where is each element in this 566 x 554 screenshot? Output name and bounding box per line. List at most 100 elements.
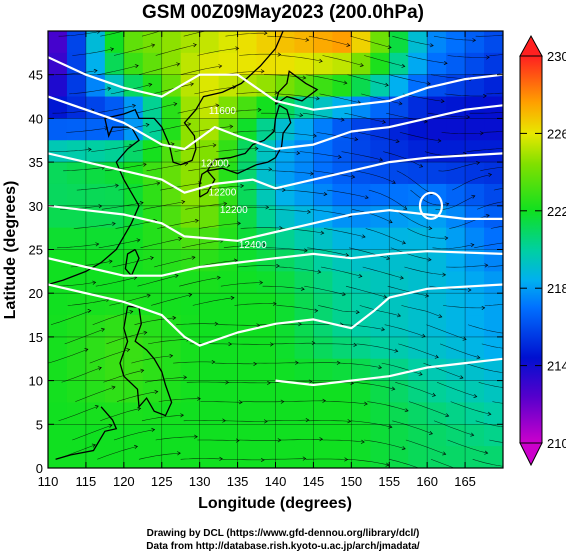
streamline	[256, 362, 299, 364]
streamline	[405, 55, 448, 64]
shading-cell	[313, 183, 333, 207]
shading-cell	[104, 358, 125, 382]
shading-cell	[199, 52, 220, 76]
streamline	[387, 285, 429, 297]
streamline	[265, 247, 308, 252]
streamline-arrow	[133, 444, 138, 449]
shading-cell	[218, 315, 239, 338]
streamline-arrow	[110, 47, 115, 52]
streamline-arrow	[382, 119, 386, 124]
shading-cell	[446, 96, 466, 119]
streamline-arrow	[511, 465, 514, 469]
streamline-arrow	[177, 451, 181, 456]
streamline-arrow	[169, 353, 174, 358]
shading-cell	[142, 358, 163, 382]
streamline-arrow	[473, 393, 478, 398]
shading-cell	[180, 227, 201, 251]
streamline-arrow	[263, 31, 268, 36]
streamline	[358, 132, 400, 142]
shading-cell	[408, 118, 428, 141]
streamline	[176, 323, 218, 325]
shading-cell	[237, 183, 258, 207]
shading-cell	[313, 118, 333, 141]
shading-cell	[446, 52, 466, 76]
shading-cell	[142, 96, 163, 119]
streamline-arrow	[189, 82, 194, 87]
shading-cell	[370, 96, 390, 119]
streamline	[220, 282, 263, 287]
height-contour	[48, 250, 503, 277]
streamline	[349, 247, 390, 260]
shading-cell	[351, 227, 371, 251]
shading-cell	[465, 315, 485, 338]
streamline-arrow	[298, 322, 302, 327]
shading-cell	[313, 140, 333, 163]
streamline-arrow	[226, 163, 231, 168]
streamline-arrow	[470, 432, 475, 437]
x-tick-label: 130	[189, 474, 211, 489]
shading-cell	[66, 118, 87, 141]
y-tick-label: 0	[36, 461, 43, 476]
shading-cell	[332, 31, 352, 54]
shading-cell	[48, 336, 68, 360]
shading-cell	[218, 31, 239, 54]
shading-cell	[351, 31, 371, 54]
shading-cell	[66, 446, 87, 468]
streamline	[160, 182, 202, 191]
shading-cell	[104, 315, 125, 338]
shading-cell	[427, 446, 447, 468]
shading-cell	[370, 424, 390, 447]
streamline-arrow	[337, 154, 342, 159]
shading-cell	[66, 162, 87, 185]
shading-cell	[313, 380, 333, 404]
x-tick-label: 140	[265, 474, 287, 489]
streamline-arrow	[355, 309, 360, 315]
streamline	[66, 127, 108, 133]
x-tick-label: 155	[378, 474, 400, 489]
shading-cell	[465, 205, 485, 229]
streamline-arrow	[305, 418, 310, 423]
contour-label: 12400	[239, 240, 267, 251]
streamline	[283, 400, 326, 402]
shading-cell	[389, 424, 409, 447]
streamline-arrow	[515, 198, 518, 202]
colorbar-min-arrow	[519, 442, 543, 467]
x-tick-label: 150	[340, 474, 362, 489]
streamline	[155, 44, 197, 56]
colorbar-tick-label: 218	[547, 281, 566, 296]
streamline-arrow	[384, 82, 389, 87]
shading-cell	[370, 140, 390, 163]
streamline-arrow	[361, 234, 366, 239]
shading-cell	[275, 183, 296, 207]
shading-cell	[332, 424, 352, 447]
streamline-arrow	[394, 348, 399, 353]
streamline-arrow	[486, 55, 490, 60]
shading-cell	[85, 336, 106, 360]
streamline-arrow	[341, 292, 346, 297]
streamline	[223, 244, 266, 249]
shading-cell	[351, 74, 371, 98]
shading-cell	[389, 358, 409, 382]
y-tick-label: 35	[29, 155, 43, 170]
shading-cell	[313, 293, 333, 316]
streamline-arrow	[364, 195, 369, 200]
streamline	[364, 55, 405, 67]
shading-cell	[142, 162, 163, 185]
shading-cell	[199, 249, 220, 272]
streamline	[72, 48, 114, 56]
shading-cell	[294, 74, 315, 98]
shading-cell	[237, 402, 258, 425]
y-axis-label: Latitude (degrees)	[2, 181, 19, 320]
shading-cell	[484, 205, 503, 229]
shading-cell	[142, 31, 163, 54]
shading-cell	[427, 249, 447, 272]
shading-cell	[427, 293, 447, 316]
streamline-arrow	[310, 171, 314, 176]
streamline-arrow	[194, 434, 198, 439]
streamline-arrow	[305, 37, 310, 42]
shading-cell	[104, 118, 125, 141]
streamline-arrow	[174, 274, 179, 279]
streamline-arrow	[470, 243, 475, 248]
streamline-arrow	[179, 24, 182, 28]
streamline	[97, 65, 139, 75]
